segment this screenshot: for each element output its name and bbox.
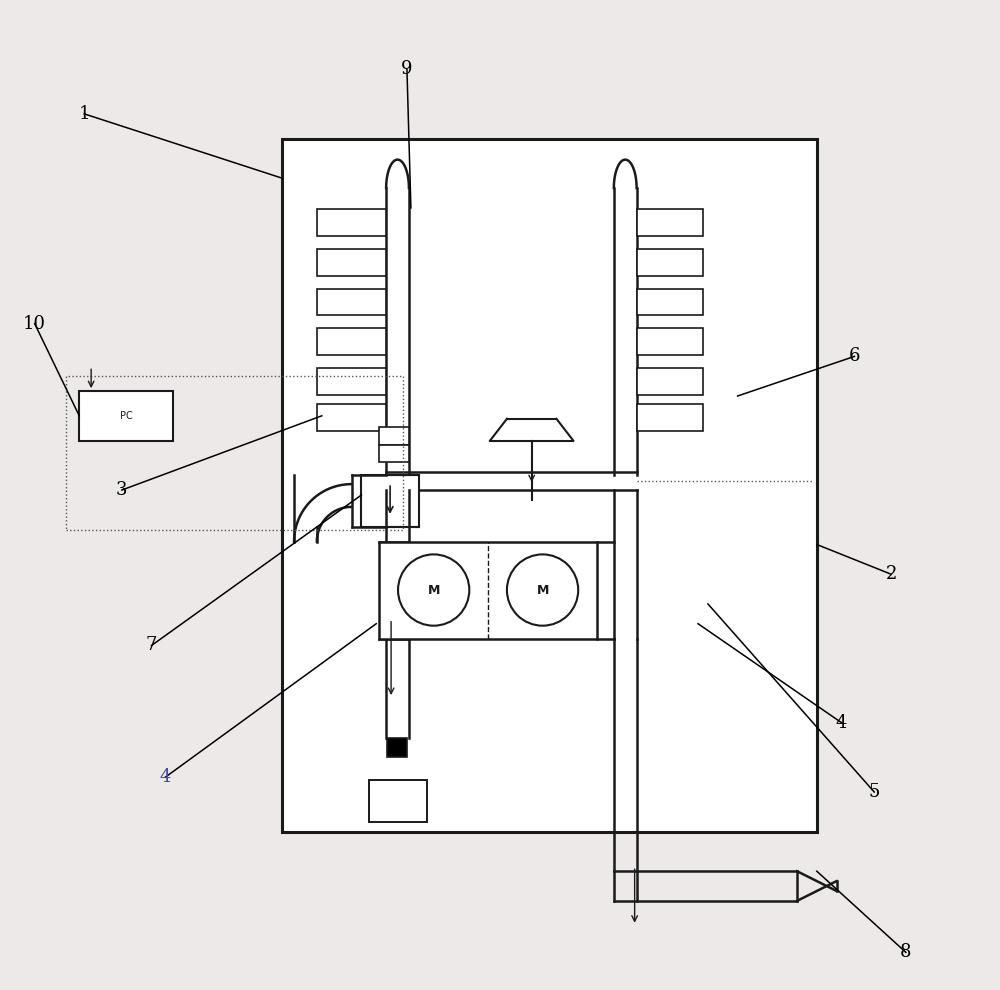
Bar [317,367,386,394]
Text: 8: 8 [900,943,912,961]
Bar [637,328,703,354]
Text: 1: 1 [78,105,90,123]
Text: 7: 7 [146,637,157,654]
Text: 3: 3 [116,481,128,499]
Circle shape [398,554,469,626]
Bar [282,139,817,832]
Bar [637,367,703,394]
Text: 4: 4 [836,714,847,732]
Text: 9: 9 [401,60,413,78]
Bar [369,780,427,822]
Text: 5: 5 [869,783,880,801]
Text: PC: PC [120,411,133,421]
Text: M: M [427,583,440,597]
Bar [317,289,386,315]
Bar [66,376,403,530]
Bar [379,542,597,639]
Bar [379,427,409,445]
Bar [637,209,703,236]
Text: 2: 2 [885,565,897,583]
Bar [387,738,407,757]
Bar [637,404,703,432]
Bar [317,248,386,275]
Bar [361,475,419,527]
Bar [637,248,703,275]
Circle shape [507,554,578,626]
Text: 10: 10 [23,315,46,333]
Text: 6: 6 [849,347,860,365]
Bar [637,289,703,315]
Text: M: M [536,583,549,597]
Bar [317,404,386,432]
Bar [317,209,386,236]
Bar [79,391,173,441]
Text: 4: 4 [160,768,171,786]
Bar [379,445,409,462]
Bar [317,328,386,354]
